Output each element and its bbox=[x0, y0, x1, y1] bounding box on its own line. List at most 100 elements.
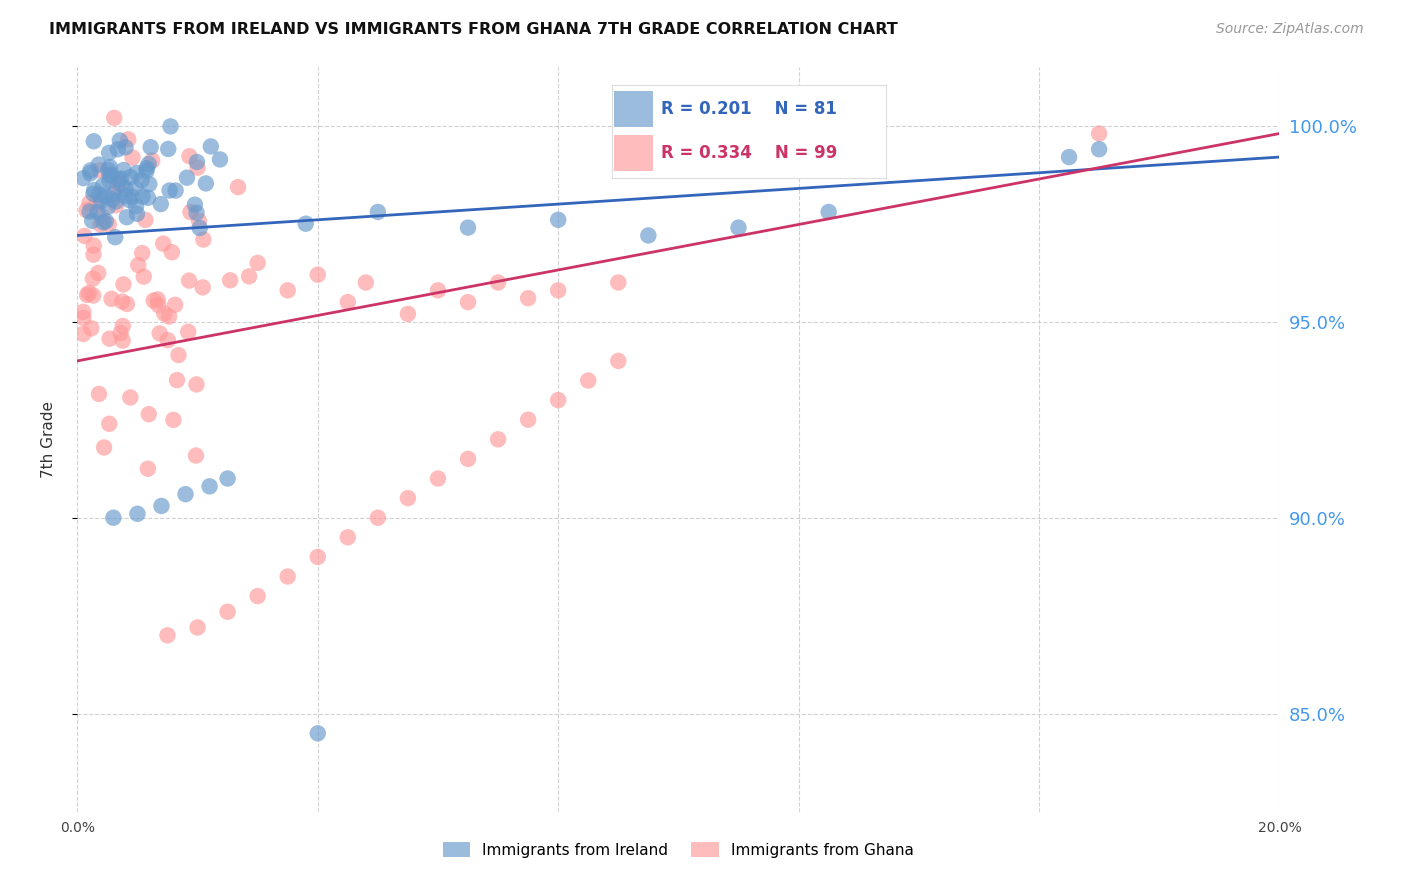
Point bbox=[198, 479, 221, 493]
Point bbox=[90, 209, 112, 223]
Point bbox=[208, 153, 231, 167]
Point bbox=[107, 180, 129, 194]
Point bbox=[76, 288, 98, 302]
Point bbox=[177, 274, 200, 288]
Point bbox=[115, 211, 138, 225]
Point bbox=[120, 169, 142, 184]
Point bbox=[87, 158, 110, 172]
Point bbox=[73, 228, 96, 243]
Bar bbox=[614, 91, 652, 127]
Point bbox=[114, 182, 136, 196]
Point bbox=[307, 726, 329, 740]
Point bbox=[103, 111, 125, 125]
Point bbox=[156, 333, 179, 347]
Point bbox=[80, 321, 103, 335]
Point bbox=[166, 373, 188, 387]
Point bbox=[396, 491, 419, 505]
Point bbox=[100, 168, 122, 182]
Point bbox=[83, 134, 105, 148]
Point bbox=[150, 499, 173, 513]
Point bbox=[139, 140, 162, 154]
Point bbox=[97, 218, 120, 232]
Point bbox=[457, 220, 479, 235]
Point bbox=[98, 332, 121, 346]
Point bbox=[115, 297, 138, 311]
Point bbox=[277, 569, 299, 583]
Legend: Immigrants from Ireland, Immigrants from Ghana: Immigrants from Ireland, Immigrants from… bbox=[437, 836, 920, 863]
Point bbox=[86, 195, 108, 210]
Point bbox=[127, 258, 149, 272]
Point bbox=[94, 189, 117, 203]
Point bbox=[111, 294, 134, 309]
Point bbox=[367, 205, 389, 219]
Point bbox=[517, 291, 540, 305]
Point bbox=[114, 189, 136, 203]
Point bbox=[157, 310, 180, 324]
Point bbox=[307, 549, 329, 564]
Point bbox=[79, 163, 101, 178]
Point bbox=[367, 510, 389, 524]
Point bbox=[98, 168, 121, 182]
Point bbox=[82, 186, 104, 201]
Point bbox=[82, 214, 104, 228]
Point bbox=[76, 203, 98, 218]
Point bbox=[307, 268, 329, 282]
Point bbox=[186, 206, 208, 220]
Point bbox=[91, 178, 114, 193]
Point bbox=[93, 441, 115, 455]
Point bbox=[607, 354, 630, 368]
Point bbox=[124, 181, 146, 195]
Point bbox=[607, 276, 630, 290]
Point bbox=[162, 413, 184, 427]
Point bbox=[141, 153, 163, 168]
Point bbox=[93, 215, 115, 229]
Point bbox=[547, 393, 569, 408]
Point bbox=[167, 348, 190, 362]
Point bbox=[72, 326, 94, 341]
Point bbox=[82, 288, 104, 302]
Point bbox=[121, 151, 143, 165]
Point bbox=[87, 266, 110, 280]
Point bbox=[86, 205, 108, 219]
Point bbox=[112, 163, 135, 178]
Point bbox=[193, 233, 215, 247]
Point bbox=[159, 120, 181, 134]
Point bbox=[277, 284, 299, 298]
Point bbox=[186, 377, 208, 392]
Point bbox=[101, 192, 124, 206]
Y-axis label: 7th Grade: 7th Grade bbox=[42, 401, 56, 478]
Point bbox=[186, 620, 209, 634]
Point bbox=[1057, 150, 1080, 164]
Bar bbox=[614, 136, 652, 171]
Text: Source: ZipAtlas.com: Source: ZipAtlas.com bbox=[1216, 22, 1364, 37]
Point bbox=[107, 172, 129, 186]
Point bbox=[146, 293, 169, 307]
Point bbox=[132, 269, 155, 284]
Point bbox=[103, 186, 125, 201]
Point bbox=[79, 196, 101, 211]
Point bbox=[127, 507, 149, 521]
Point bbox=[111, 334, 134, 348]
Point bbox=[142, 293, 165, 308]
Point bbox=[125, 166, 148, 180]
Text: R = 0.201    N = 81: R = 0.201 N = 81 bbox=[661, 100, 837, 118]
Point bbox=[188, 221, 211, 235]
Point bbox=[1088, 127, 1111, 141]
Point bbox=[153, 307, 176, 321]
Point bbox=[576, 374, 599, 388]
Point bbox=[138, 157, 160, 171]
Point bbox=[727, 220, 749, 235]
Point bbox=[457, 451, 479, 466]
Point bbox=[94, 214, 117, 228]
Point bbox=[89, 218, 111, 232]
Point bbox=[111, 318, 134, 333]
Point bbox=[121, 189, 143, 203]
Point bbox=[107, 176, 129, 190]
Point bbox=[103, 510, 125, 524]
Point bbox=[117, 132, 139, 146]
Point bbox=[98, 174, 121, 188]
Point bbox=[90, 194, 112, 208]
Point bbox=[79, 166, 101, 180]
Point bbox=[294, 217, 316, 231]
Point bbox=[217, 471, 239, 485]
